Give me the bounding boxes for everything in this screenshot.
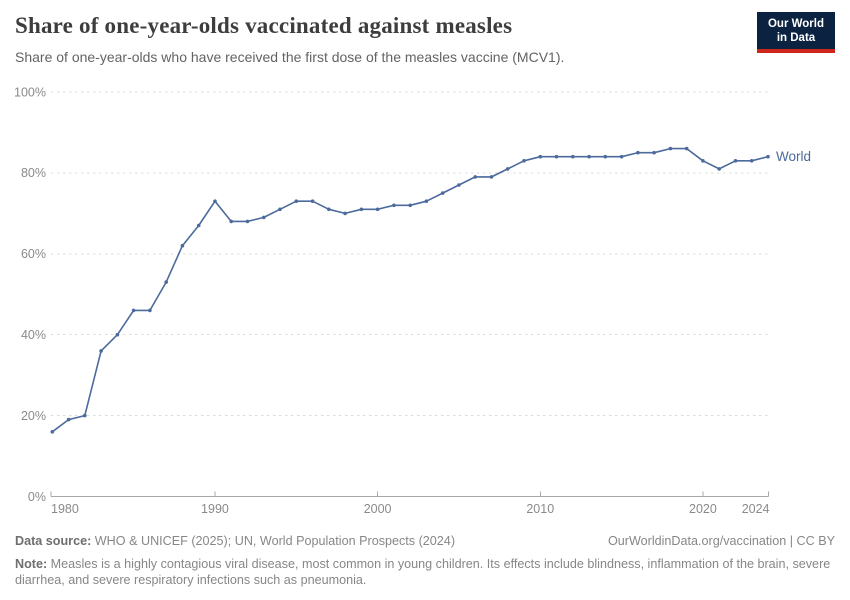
svg-text:80%: 80% — [21, 166, 46, 180]
series-label[interactable]: World — [776, 149, 811, 164]
x-axis-labels: 1980 1990 2000 2010 2020 2024 — [51, 502, 770, 516]
x-axis — [50, 491, 769, 497]
svg-text:1990: 1990 — [201, 502, 229, 516]
svg-text:0%: 0% — [28, 490, 46, 504]
plot-area-series-world[interactable] — [50, 146, 770, 434]
data-line — [51, 147, 769, 433]
svg-text:1980: 1980 — [51, 502, 79, 516]
svg-text:2010: 2010 — [526, 502, 554, 516]
y-axis-labels: 0% 20% 40% 60% 80% 100% — [14, 85, 46, 504]
line-chart[interactable]: 0% 20% 40% 60% 80% 100% 1980 1990 2000 2010 2020 20… — [0, 78, 850, 526]
chart-footer: Data source: WHO & UNICEF (2025); UN, Wo… — [15, 533, 835, 589]
svg-text:60%: 60% — [21, 247, 46, 261]
svg-text:40%: 40% — [21, 328, 46, 342]
data-points — [50, 146, 770, 434]
svg-text:20%: 20% — [21, 409, 46, 423]
svg-text:2020: 2020 — [689, 502, 717, 516]
owid-logo[interactable]: Our World in Data — [757, 12, 835, 53]
data-source-label: Data source: — [15, 534, 92, 548]
chart-header: Share of one-year-olds vaccinated agains… — [15, 12, 835, 66]
license-link[interactable]: OurWorldinData.org/vaccination | CC BY — [607, 534, 835, 548]
page-title: Share of one-year-olds vaccinated agains… — [15, 13, 513, 38]
svg-text:100%: 100% — [14, 85, 46, 99]
page-subtitle: Share of one-year-olds who have received… — [15, 48, 565, 65]
svg-text:2000: 2000 — [364, 502, 392, 516]
owid-logo-line1: Our World — [767, 18, 824, 30]
data-source-text: Data source: WHO & UNICEF (2025); UN, Wo… — [15, 534, 456, 548]
owid-logo-line2: in Data — [776, 32, 816, 44]
svg-text:2024: 2024 — [742, 502, 770, 516]
note-text: Note: Measles is a highly contagious vir… — [15, 556, 831, 588]
gridlines — [51, 91, 769, 417]
note-label: Note: — [15, 556, 48, 571]
